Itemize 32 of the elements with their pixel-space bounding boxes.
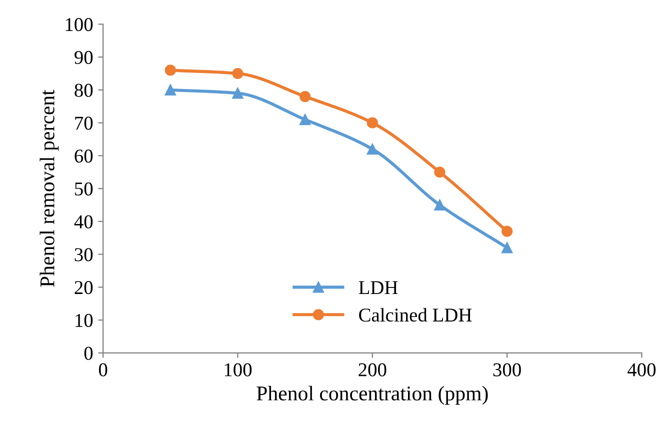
- point: [434, 199, 446, 211]
- point: [232, 68, 244, 80]
- y-tick-label: 80: [74, 84, 93, 97]
- x-tick-label: 0: [98, 363, 108, 376]
- point: [502, 242, 513, 254]
- point: [232, 88, 244, 99]
- y-tick-label: 60: [74, 150, 93, 163]
- point: [300, 114, 311, 126]
- point: [164, 64, 176, 76]
- y-tick-label: 70: [75, 116, 93, 130]
- x-tick-label: 300: [493, 363, 521, 376]
- x-tick-label: 100: [224, 363, 252, 376]
- x-tick-label: 200: [358, 363, 386, 376]
- point: [300, 90, 311, 102]
- y-tick-label: 10: [76, 314, 93, 328]
- y-tick-label: 20: [74, 281, 93, 294]
- point: [164, 84, 176, 96]
- point: [434, 166, 446, 178]
- legend-label: Calcined LDH: [359, 308, 472, 322]
- point: [366, 117, 378, 128]
- y-tick-label: 0: [84, 346, 93, 360]
- y-axis-title: Phenol removal percent: [40, 90, 59, 287]
- point: [366, 144, 378, 155]
- y-tick-label: 30: [74, 248, 93, 262]
- y-tick-label: 100: [66, 18, 93, 32]
- point: [502, 226, 513, 237]
- y-tick-label: 40: [74, 215, 93, 228]
- y-tick-label: 50: [75, 182, 93, 196]
- x-tick-label: 400: [628, 363, 656, 376]
- x-axis-title: Phenol concentration (ppm): [256, 386, 488, 405]
- y-tick-label: 90: [74, 50, 93, 64]
- legend-label: LDH: [358, 281, 398, 294]
